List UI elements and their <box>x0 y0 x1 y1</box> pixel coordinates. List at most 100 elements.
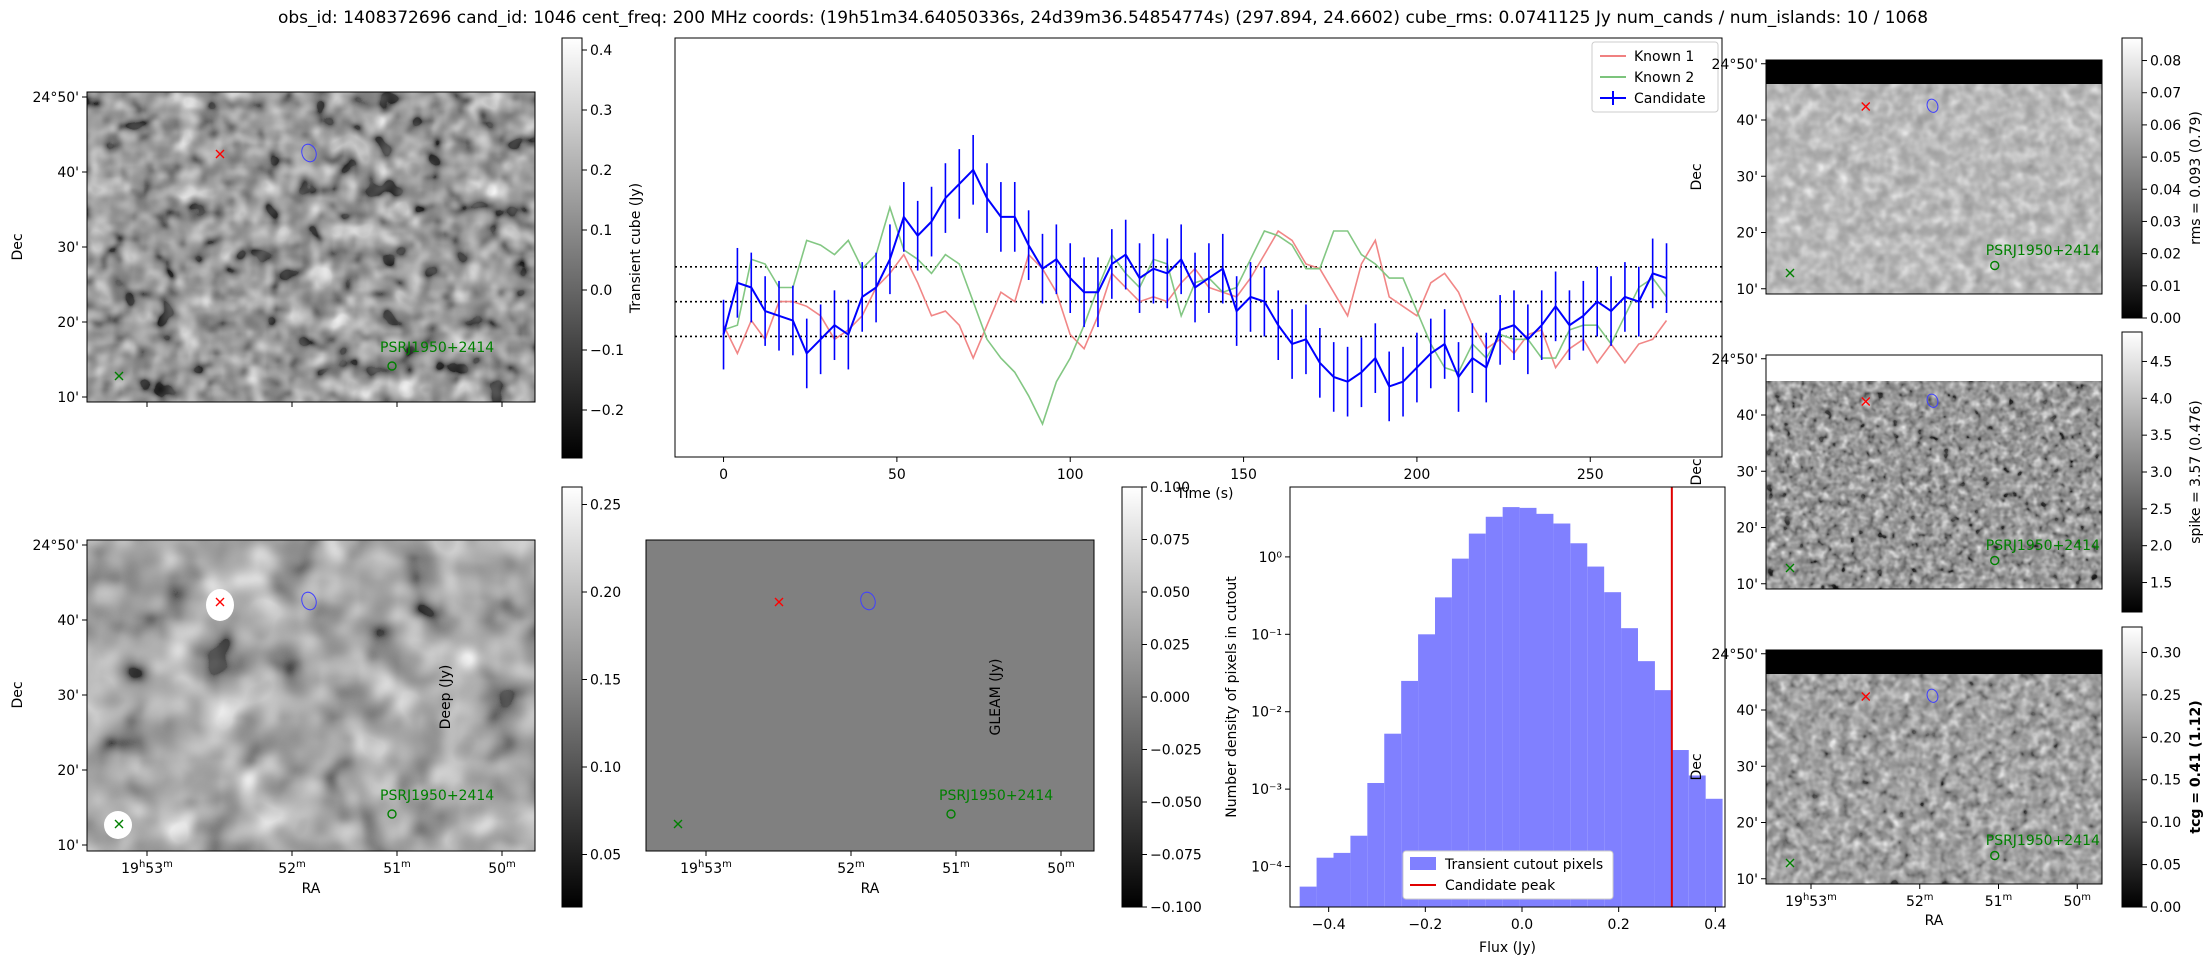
dec-tick-label: 10' <box>1736 577 1758 593</box>
dec-tick-label: 10' <box>1736 282 1758 298</box>
colorbar-tick-label: 2.0 <box>2150 539 2172 555</box>
hist-bar <box>1401 680 1419 907</box>
dec-tick-label: 20' <box>1736 226 1758 242</box>
legend-label: Known 2 <box>1634 70 1694 86</box>
pulsar-label: PSRJ1950+2414 <box>1986 833 2100 849</box>
colorbar-tick-label: 0.02 <box>2150 247 2181 263</box>
colorbar-tick-label: 0.15 <box>2150 773 2181 789</box>
hist-bar <box>1299 886 1317 907</box>
colorbar-tick-label: 0.04 <box>2150 182 2181 198</box>
lightcurve-plot: 0 50 100 150 200 250 Time (s) Known 1 Known 2 Can… <box>674 37 1723 502</box>
colorbar-gradient <box>1121 486 1143 908</box>
dec-tick-label: 24°50' <box>1712 57 1758 73</box>
candidate-marker <box>215 149 225 159</box>
colorbar-tick-label: 2.5 <box>2150 502 2172 518</box>
pulsar-label: PSRJ1950+2414 <box>380 340 494 356</box>
spike-dec-label: Dec <box>1689 458 1705 485</box>
known-source-marker <box>1785 563 1795 573</box>
colorbar-label: Transient cube (Jy) <box>628 183 644 314</box>
y-axis-label: Number density of pixels in cutout <box>1224 576 1240 818</box>
hist-bar <box>1333 852 1351 907</box>
colorbar-label: spike = 3.57 (0.476) <box>2188 400 2204 544</box>
transient-image-panel: PSRJ1950+2414 24°50' 40' 30' 20' 10' Dec <box>10 90 536 407</box>
x-tick-label: 0.4 <box>1704 917 1726 933</box>
colorbar-tick-label: 0.050 <box>1150 585 1190 601</box>
y-tick-label: 10⁻¹ <box>1251 627 1282 643</box>
x-tick-label: 0.0 <box>1511 917 1533 933</box>
colorbar-tick-label: −0.2 <box>590 403 624 419</box>
colorbar-tick-label: 0.25 <box>2150 688 2181 704</box>
deep-dec-label: Dec <box>10 681 26 708</box>
dec-tick-label: 40' <box>1736 113 1758 129</box>
hist-bar <box>1553 523 1571 907</box>
colorbar-tick-label: 0.03 <box>2150 214 2181 230</box>
colorbar-tick-label: 0.10 <box>590 760 621 776</box>
known-source-marker <box>1785 858 1795 868</box>
y-tick-label: 10⁻⁴ <box>1251 860 1282 876</box>
deep-ra-label: RA <box>302 881 321 897</box>
colorbar-tick-label: 0.05 <box>2150 150 2181 166</box>
flux-histogram: −0.4 −0.2 0.0 0.2 0.4 10⁰ 10⁻¹ 10⁻² 10⁻³ 10⁻⁴ Flux… <box>1224 486 1727 956</box>
ra-tick-label: 50m <box>2063 892 2091 910</box>
rms-dec-label: Dec <box>1689 163 1705 190</box>
hist-bar <box>1502 507 1520 907</box>
known-source-marker <box>673 819 683 829</box>
hist-bar <box>1587 566 1605 907</box>
known-source-marker <box>1785 268 1795 278</box>
colorbar-gradient <box>561 486 583 908</box>
x-tick-label: 100 <box>1057 467 1084 483</box>
hist-bar <box>1350 835 1368 907</box>
hist-bar <box>1451 558 1469 907</box>
colorbar-tick-label: −0.050 <box>1150 795 1202 811</box>
transient-dec-label: Dec <box>10 233 26 260</box>
colorbar-tick-label: 3.0 <box>2150 465 2172 481</box>
colorbar-tick-label: 0.07 <box>2150 86 2181 102</box>
hist-bar <box>1367 782 1385 907</box>
deep-colorbar: 0.25 0.20 0.15 0.10 0.05 Deep (Jy) <box>438 486 621 908</box>
ra-tick-label: 51m <box>942 859 970 877</box>
legend-box <box>1591 41 1719 113</box>
colorbar-label: tcg = 0.41 (1.12) <box>2188 700 2204 833</box>
hist-bar <box>1519 507 1537 907</box>
dec-tick-label: 40' <box>1736 408 1758 424</box>
x-tick-label: 50 <box>888 467 906 483</box>
beam-ellipse <box>1926 393 1939 408</box>
colorbar-tick-label: 0.075 <box>1150 533 1190 549</box>
known-source-marker <box>114 371 124 381</box>
colorbar-tick-label: 0.3 <box>590 103 612 119</box>
dec-tick-label: 20' <box>1736 521 1758 537</box>
colorbar-tick-label: 0.25 <box>590 498 621 514</box>
pulsar-marker <box>387 361 397 371</box>
legend-label: Transient cutout pixels <box>1444 857 1603 873</box>
hist-bar <box>1536 513 1554 907</box>
dec-tick-label: 40' <box>57 165 79 181</box>
colorbar-gradient <box>561 37 583 459</box>
spike-colorbar: 4.5 4.0 3.5 3.0 2.5 2.0 1.5 spike = 3.57 (0.476… <box>2121 331 2204 613</box>
rms-colorbar: 0.08 0.07 0.06 0.05 0.04 0.03 0.02 0.01 0.00 rms … <box>2121 37 2204 327</box>
colorbar-tick-label: 4.0 <box>2150 391 2172 407</box>
x-axis-label: Time (s) <box>1176 486 1234 502</box>
dec-tick-label: 30' <box>1736 169 1758 185</box>
colorbar-tick-label: 1.5 <box>2150 576 2172 592</box>
dec-tick-label: 40' <box>1736 703 1758 719</box>
legend-box <box>1402 850 1614 900</box>
dec-tick-label: 30' <box>57 240 79 256</box>
spike-image-panel: PSRJ1950+2414 24°50' 40' 30' 20' 10' Dec <box>1689 352 2103 593</box>
pulsar-marker <box>387 809 397 819</box>
dec-tick-label: 40' <box>57 613 79 629</box>
tcg-dec-label: Dec <box>1689 753 1705 780</box>
known-source-marker <box>114 819 124 829</box>
pulsar-marker <box>1990 260 2000 271</box>
colorbar-tick-label: 0.10 <box>2150 815 2181 831</box>
gleam-image-panel: PSRJ1950+2414 19h53m 52m 51m 50m RA <box>645 539 1095 897</box>
legend: Known 1 Known 2 Candidate <box>1591 41 1719 113</box>
colorbar-tick-label: 0.01 <box>2150 279 2181 295</box>
hist-bar <box>1671 750 1689 907</box>
colorbar-tick-label: 0.20 <box>590 585 621 601</box>
ra-tick-label: 52m <box>278 859 306 877</box>
pulsar-label: PSRJ1950+2414 <box>1986 538 2100 554</box>
beam-ellipse <box>1926 688 1939 703</box>
legend-label: Candidate peak <box>1445 878 1556 894</box>
x-tick-label: 250 <box>1577 467 1604 483</box>
